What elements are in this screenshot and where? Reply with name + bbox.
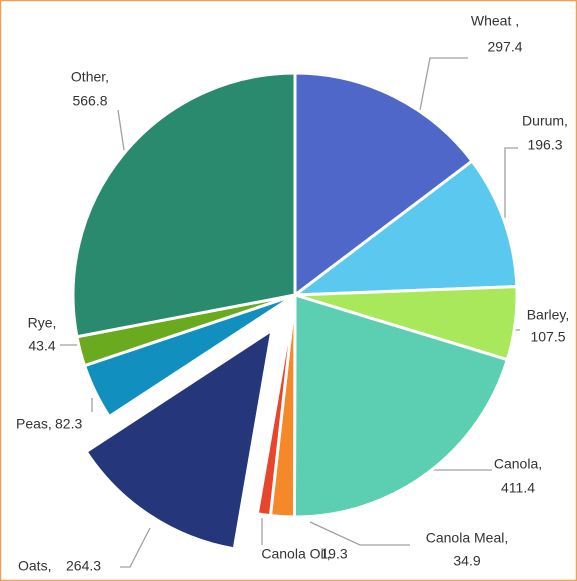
slice-label: Canola,: [494, 456, 542, 472]
slice-label: Wheat ,: [471, 13, 519, 29]
pie-slice: [290, 159, 519, 297]
pie-slice: [255, 294, 297, 518]
slice-label: Durum,: [522, 113, 568, 129]
slice-value: 411.4: [501, 480, 535, 496]
slice-label: Barley,: [527, 307, 570, 323]
slice-value: 107.5: [530, 329, 565, 345]
slice-value: 19.3: [320, 546, 347, 562]
slice-label: Oats,: [18, 558, 51, 574]
slice-value: 82.3: [55, 416, 82, 432]
slice-label: Other,: [71, 69, 109, 85]
slice-value: 43.4: [28, 338, 55, 354]
slice-value: 297.4: [487, 39, 522, 55]
pie-slice: [293, 71, 475, 299]
slice-value: 264.3: [66, 558, 101, 574]
slice-value: 34.9: [453, 553, 480, 569]
slice-label: Peas,: [16, 416, 52, 432]
slice-label: Rye,: [28, 315, 57, 331]
slice-label: Canola Meal,: [426, 530, 509, 546]
pie-slice: [71, 71, 297, 339]
slice-value: 566.8: [72, 93, 107, 109]
slice-value: 196.3: [527, 137, 562, 153]
leader-lines: [60, 57, 520, 568]
pie-slice: [84, 326, 275, 551]
slice-label: Canola Oil,: [261, 546, 330, 562]
pie-slice: [292, 292, 510, 519]
